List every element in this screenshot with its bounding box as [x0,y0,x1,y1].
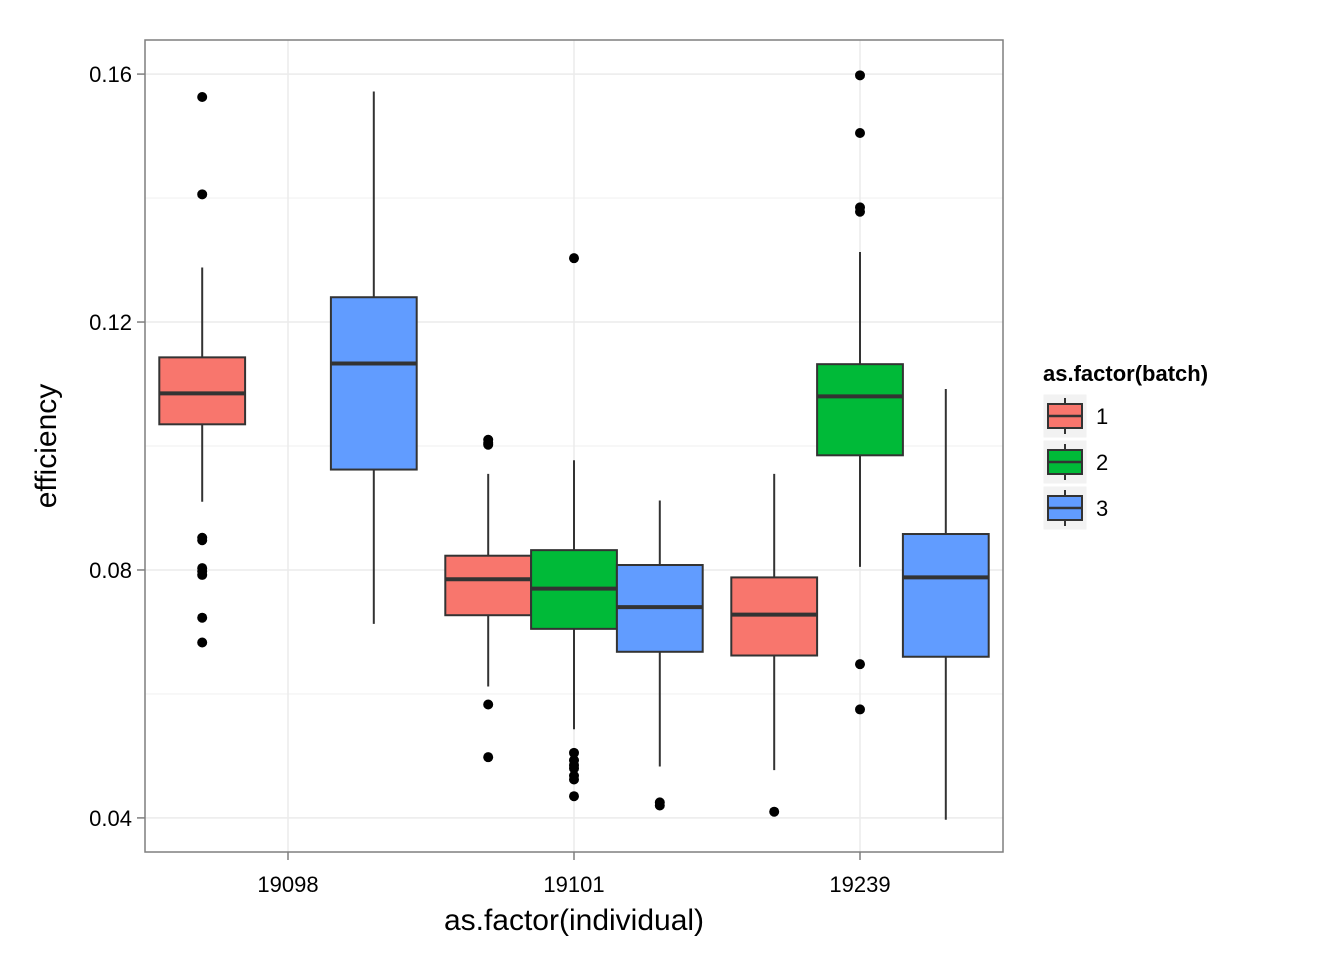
legend-label: 1 [1096,404,1108,429]
x-tick-label: 19101 [543,872,604,897]
box-19239-batch-1 [730,473,819,817]
box-19101-batch-1 [444,434,533,763]
outlier-point [197,637,208,648]
legend-title: as.factor(batch) [1043,361,1208,386]
outlier-point [197,612,208,623]
outlier-point [197,535,208,546]
outlier-point [569,253,579,264]
outlier-point [855,70,865,81]
outlier-point [197,189,208,200]
outlier-point [197,92,208,103]
outlier-point [569,747,579,758]
y-tick-label: 0.04 [89,806,132,831]
x-tick-label: 19098 [257,872,318,897]
box-iqr [158,356,247,426]
legend-label: 3 [1096,496,1108,521]
outlier-point [483,699,494,710]
legend-key-1 [1042,393,1088,439]
box-iqr [901,533,990,658]
x-axis-title: as.factor(individual) [444,904,704,937]
outlier-point [855,659,865,670]
box-iqr [444,554,533,617]
y-tick-label: 0.08 [89,558,132,583]
outlier-point [569,791,579,802]
y-axis: 0.04 0.08 0.12 0.16 [89,62,145,831]
y-axis-title: efficiency [30,384,63,509]
legend-label: 2 [1096,450,1108,475]
outlier-point [769,806,780,817]
outlier-point [654,800,665,811]
legend-key-3 [1042,485,1088,531]
box-19098-batch-1 [158,92,247,648]
box-19101-batch-3 [615,500,704,811]
outlier-point [569,763,579,774]
x-tick-label: 19239 [829,872,890,897]
outlier-point [855,127,865,138]
outlier-point [483,752,494,763]
box-19098-batch-3 [329,91,418,624]
box-iqr [329,296,418,471]
outlier-point [483,439,494,450]
box-19239-batch-2 [816,70,904,715]
outlier-point [197,569,208,580]
legend-key-2 [1042,439,1088,485]
box-series [158,70,990,820]
outlier-point [569,774,579,785]
y-tick-label: 0.16 [89,62,132,87]
box-iqr [816,363,904,457]
box-19239-batch-3 [901,388,990,820]
legend: as.factor(batch) 1 2 3 [1042,361,1208,531]
y-tick-label: 0.12 [89,310,132,335]
box-19101-batch-2 [530,253,618,802]
x-axis: 19098 19101 19239 [257,852,891,897]
outlier-point [855,206,865,217]
outlier-point [855,704,865,715]
